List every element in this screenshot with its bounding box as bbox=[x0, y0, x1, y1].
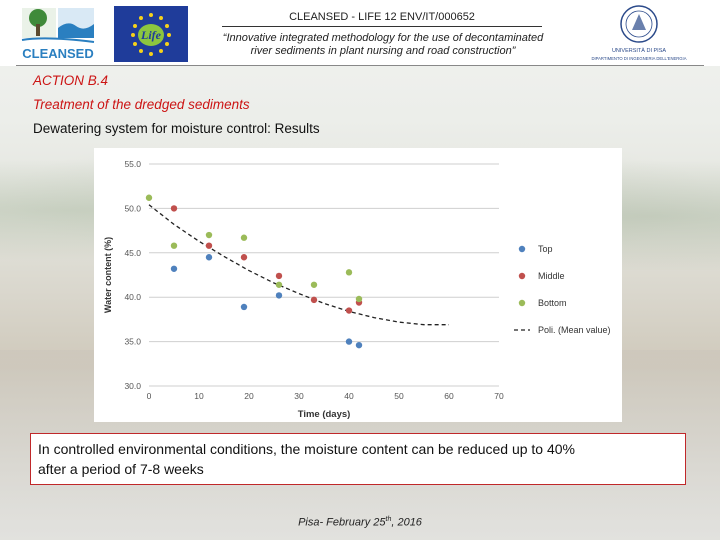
legend-label-trendline: Poli. (Mean value) bbox=[538, 325, 611, 335]
university-name: UNIVERSITÀ DI PISA bbox=[612, 47, 666, 54]
footer-year: , 2016 bbox=[391, 516, 422, 529]
data-point-middle bbox=[170, 205, 178, 212]
data-point-bottom bbox=[205, 231, 213, 239]
life-logo-text: Life bbox=[140, 28, 162, 42]
x-tick-label: 40 bbox=[344, 391, 354, 401]
legend-marker-bottom bbox=[518, 299, 526, 307]
data-point-top bbox=[275, 292, 283, 299]
x-tick-label: 70 bbox=[494, 391, 504, 401]
section-heading: Dewatering system for moisture control: … bbox=[33, 121, 320, 136]
legend-label-top: Top bbox=[538, 244, 553, 254]
header-bottom-rule bbox=[16, 65, 704, 66]
data-point-bottom bbox=[310, 281, 318, 288]
x-axis-label: Time (days) bbox=[298, 409, 351, 420]
trendline-mean-value bbox=[148, 204, 449, 326]
data-point-bottom bbox=[275, 281, 283, 288]
data-point-bottom bbox=[170, 242, 178, 249]
data-point-middle bbox=[275, 272, 283, 280]
section-subtitle: Treatment of the dredged sediments bbox=[33, 97, 250, 112]
legend-label-middle: Middle bbox=[538, 271, 565, 281]
x-tick-label: 20 bbox=[244, 391, 254, 401]
project-description-line1: “Innovative integrated methodology for t… bbox=[222, 32, 544, 44]
footer-superscript: th bbox=[385, 516, 392, 523]
legend-marker-middle bbox=[518, 272, 526, 280]
x-tick-label: 10 bbox=[194, 391, 204, 401]
x-tick-label: 60 bbox=[444, 391, 454, 401]
x-tick-label: 0 bbox=[147, 391, 152, 401]
project-code: CLEANSED - LIFE 12 ENV/IT/000652 bbox=[289, 11, 475, 23]
slide-header: CLEANSED Life CLEANSED - LIFE 12 ENV/IT/… bbox=[0, 0, 720, 66]
data-point-middle bbox=[205, 242, 213, 249]
callout-line2: after a period of 7-8 weeks bbox=[38, 461, 204, 477]
y-tick-label: 30.0 bbox=[124, 381, 141, 391]
university-department: DIPARTIMENTO DI INGEGNERIA DELL'ENERGIA bbox=[591, 56, 686, 61]
y-axis-label: Water content (%) bbox=[103, 237, 113, 313]
legend-marker-top bbox=[518, 245, 526, 253]
y-tick-label: 40.0 bbox=[124, 292, 141, 302]
x-tick-label: 30 bbox=[294, 391, 304, 401]
y-tick-label: 45.0 bbox=[124, 248, 141, 258]
project-description-line2: river sediments in plant nursing and roa… bbox=[250, 45, 516, 57]
data-point-top bbox=[355, 341, 363, 349]
action-title: ACTION B.4 bbox=[33, 73, 109, 88]
data-point-middle bbox=[310, 296, 318, 304]
eu-stars-icon bbox=[131, 13, 171, 56]
data-point-bottom bbox=[240, 234, 248, 241]
data-point-middle bbox=[345, 307, 353, 314]
data-point-bottom bbox=[345, 269, 353, 276]
university-logo: UNIVERSITÀ DI PISA DIPARTIMENTO DI INGEG… bbox=[591, 5, 687, 61]
y-tick-label: 50.0 bbox=[124, 203, 141, 213]
legend-label-bottom: Bottom bbox=[538, 298, 567, 308]
data-point-top bbox=[205, 254, 213, 261]
chart-container: 30.0 35.0 40.0 45.0 50.0 55.0 0 10 20 30 40 50 60 70 T… bbox=[94, 148, 622, 422]
x-tick-label: 50 bbox=[394, 391, 404, 401]
data-point-top bbox=[345, 338, 353, 345]
header-rule bbox=[222, 26, 542, 27]
data-point-bottom bbox=[355, 295, 363, 303]
cleansed-logo: CLEANSED bbox=[21, 8, 95, 61]
project-description: “Innovative integrated methodology for t… bbox=[196, 32, 570, 58]
callout-line1: In controlled environmental conditions, … bbox=[38, 441, 575, 457]
results-callout: In controlled environmental conditions, … bbox=[30, 433, 686, 485]
footer-text: Pisa- February 25 bbox=[298, 516, 386, 529]
cleansed-logo-text: CLEANSED bbox=[22, 46, 94, 61]
water-content-chart: 30.0 35.0 40.0 45.0 50.0 55.0 0 10 20 30 40 50 60 70 T… bbox=[103, 159, 611, 420]
data-point-bottom bbox=[145, 194, 153, 201]
data-point-top bbox=[170, 265, 178, 272]
data-point-top bbox=[240, 303, 248, 311]
y-tick-label: 55.0 bbox=[124, 159, 141, 169]
footer-date: Pisa- February 25th, 2016 bbox=[260, 516, 460, 529]
life-logo: Life bbox=[114, 6, 188, 62]
y-tick-label: 35.0 bbox=[124, 337, 141, 347]
data-point-middle bbox=[240, 254, 248, 261]
